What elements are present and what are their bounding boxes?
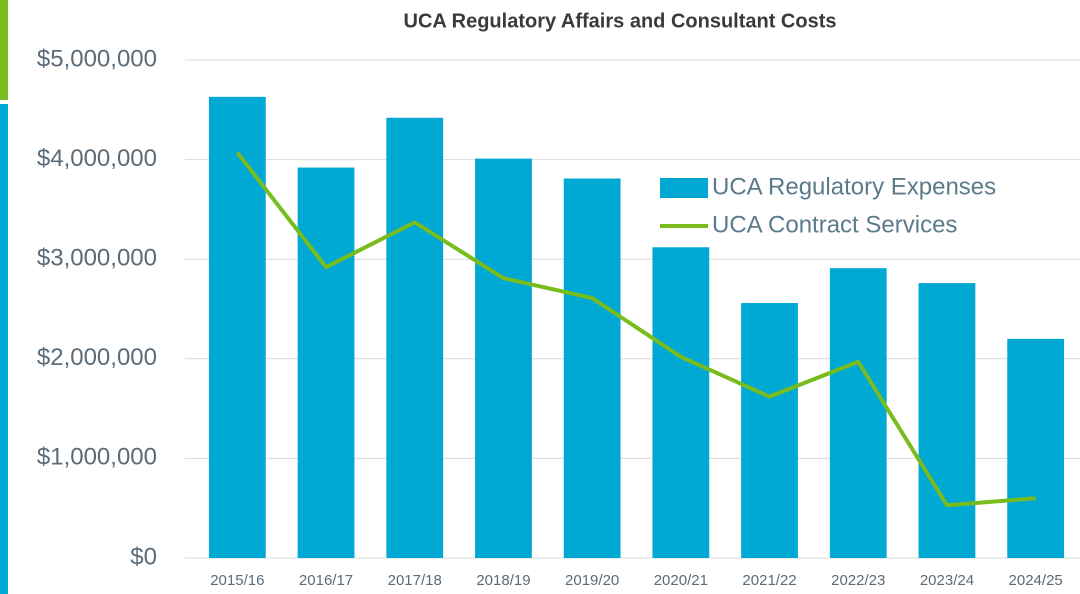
- chart-title: UCA Regulatory Affairs and Consultant Co…: [404, 10, 837, 32]
- y-tick-label: $3,000,000: [37, 245, 157, 272]
- bar: [386, 117, 444, 558]
- y-tick-label: $5,000,000: [37, 45, 157, 72]
- x-tick-label: 2015/16: [210, 572, 264, 589]
- x-tick-label: 2019/20: [565, 572, 619, 589]
- bar: [829, 268, 887, 558]
- x-tick-label: 2016/17: [299, 572, 353, 589]
- bar: [918, 283, 976, 558]
- bar: [208, 96, 266, 559]
- y-tick-label: $0: [130, 543, 157, 570]
- x-tick-label: 2017/18: [388, 572, 442, 589]
- legend-label: UCA Regulatory Expenses: [712, 173, 996, 200]
- bar: [652, 247, 710, 559]
- bar: [1007, 338, 1065, 558]
- legend-label: UCA Contract Services: [712, 211, 957, 238]
- y-tick-label: $2,000,000: [37, 344, 157, 371]
- decor-stripe: [0, 0, 8, 100]
- bar: [475, 158, 532, 558]
- y-tick-label: $1,000,000: [37, 444, 157, 471]
- decor-stripe: [0, 104, 8, 594]
- y-tick-label: $4,000,000: [37, 145, 157, 172]
- legend-swatch: [660, 178, 708, 198]
- x-tick-label: 2023/24: [920, 572, 974, 589]
- bar: [297, 167, 355, 558]
- x-tick-label: 2024/25: [1009, 572, 1063, 589]
- x-tick-label: 2020/21: [654, 572, 708, 589]
- x-tick-label: 2021/22: [742, 572, 796, 589]
- bar: [741, 303, 798, 558]
- x-tick-label: 2022/23: [831, 572, 885, 589]
- x-tick-label: 2018/19: [476, 572, 530, 589]
- bar: [563, 178, 621, 559]
- line: [235, 151, 1036, 508]
